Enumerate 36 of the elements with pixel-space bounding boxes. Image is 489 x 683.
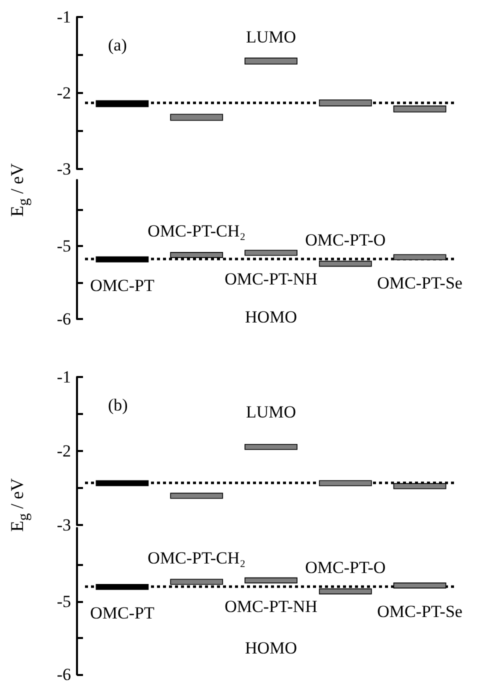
y-tick-label: -1 [56, 8, 71, 26]
bar [244, 250, 298, 256]
y-tick-label: -6 [56, 310, 71, 328]
annotation: (b) [108, 396, 128, 414]
bar [170, 492, 224, 499]
bar [96, 100, 149, 108]
annotation: OMC-PT-CH₂ [148, 548, 246, 568]
annotation: HOMO [245, 638, 297, 658]
annotation: OMC-PT-O [305, 230, 386, 250]
annotation: LUMO [246, 402, 296, 422]
annotation: LUMO [246, 28, 296, 46]
annotation: OMC-PT [90, 276, 155, 295]
bar [96, 256, 149, 262]
annotation: OMC-PT-CH₂ [148, 221, 246, 240]
y-tick-label: -3 [56, 516, 71, 534]
annotation: OMC-PT [90, 603, 155, 622]
annotation: OMC-PT-Se [377, 602, 462, 621]
y-tick-label: -6 [56, 665, 71, 683]
bar [96, 584, 149, 590]
y-tick-label: -2 [56, 84, 71, 102]
bar [96, 480, 149, 486]
annotation: HOMO [245, 308, 297, 326]
bar [244, 577, 298, 584]
bar [170, 114, 224, 121]
bar [244, 444, 298, 450]
y-tick-label: -5 [56, 592, 71, 611]
y-tick-label: -2 [56, 442, 71, 460]
y-tick-label: -5 [56, 236, 71, 256]
annotation: OMC-PT-NH [224, 269, 318, 288]
annotation: OMC-PT-O [305, 558, 386, 577]
annotation: OMC-PT-NH [224, 596, 318, 616]
y-tick-label: -1 [56, 368, 71, 386]
bar [244, 58, 298, 65]
y-tick-label: -3 [56, 160, 71, 178]
annotation: (a) [108, 36, 127, 54]
annotation: OMC-PT-Se [377, 274, 462, 293]
